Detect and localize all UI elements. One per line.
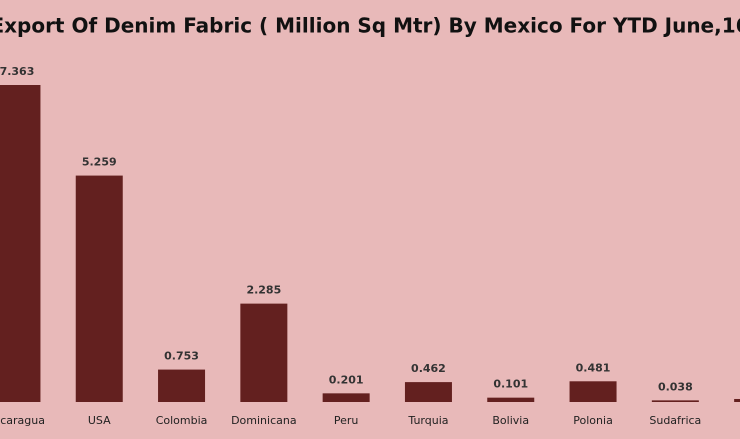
bar: [651, 400, 699, 402]
chart-title: Export Of Denim Fabric ( Million Sq Mtr)…: [0, 14, 740, 38]
data-label: 0.101: [493, 378, 528, 391]
data-label: 0.462: [411, 362, 446, 375]
data-label: 5.259: [82, 156, 117, 169]
x-tick-label: Sudafrica: [649, 414, 701, 427]
bar: [158, 369, 206, 402]
x-tick-label: Polonia: [573, 414, 613, 427]
bar: [404, 382, 452, 402]
data-label: 0.753: [164, 350, 199, 363]
bar: [734, 398, 740, 402]
data-label: 2.285: [246, 284, 281, 297]
x-tick-label: Colombia: [156, 414, 208, 427]
bar: [75, 175, 123, 402]
bar: [569, 381, 617, 402]
data-label: 0.201: [329, 373, 364, 386]
x-tick-label: USA: [88, 414, 111, 427]
x-tick-label: Turquia: [407, 414, 448, 427]
x-tick-label: Bolivia: [492, 414, 529, 427]
bar: [322, 393, 370, 402]
data-label: 0.038: [658, 380, 693, 393]
bar: [487, 397, 535, 402]
x-tick-label: Nicaragua: [0, 414, 45, 427]
data-label: 7.363: [0, 65, 34, 78]
bar: [0, 85, 41, 402]
x-tick-label: Peru: [334, 414, 359, 427]
x-tick-label: Dominicana: [231, 414, 297, 427]
data-label: 0.481: [576, 361, 611, 374]
bar: [240, 303, 288, 402]
